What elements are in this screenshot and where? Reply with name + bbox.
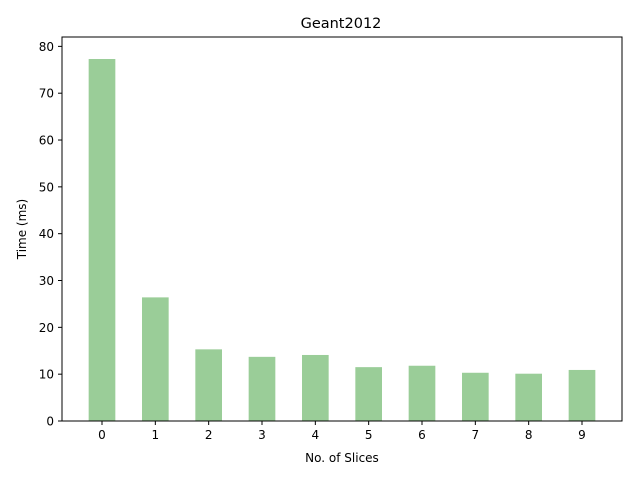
chart-title: Geant2012 — [301, 16, 382, 32]
x-axis: 0 1 2 3 4 5 6 7 8 9 — [98, 421, 586, 442]
y-tick-label-50: 50 — [39, 180, 54, 194]
bar-7 — [462, 372, 489, 421]
x-tick-label-1: 1 — [152, 428, 160, 442]
y-tick-label-80: 80 — [39, 40, 54, 54]
x-tick-label-9: 9 — [578, 428, 586, 442]
y-tick-label-40: 40 — [39, 227, 54, 241]
x-axis-label: No. of Slices — [305, 451, 379, 465]
x-tick-label-4: 4 — [312, 428, 320, 442]
y-axis: 0 10 20 30 40 50 60 70 80 — [39, 40, 62, 429]
y-tick-label-60: 60 — [39, 134, 54, 148]
x-tick-label-8: 8 — [525, 428, 533, 442]
plot-frame — [61, 36, 623, 422]
x-tick-label-7: 7 — [472, 428, 480, 442]
y-tick-label-30: 30 — [39, 274, 54, 288]
bar-3 — [248, 356, 276, 421]
x-tick-label-3: 3 — [258, 428, 266, 442]
x-tick-label-6: 6 — [418, 428, 426, 442]
bar-2 — [195, 349, 222, 421]
y-tick-label-0: 0 — [46, 415, 54, 429]
bar-9 — [568, 369, 596, 421]
bar-1 — [142, 297, 169, 421]
bar-6 — [408, 365, 436, 421]
y-tick-label-70: 70 — [39, 87, 54, 101]
x-tick-label-2: 2 — [205, 428, 213, 442]
x-tick-label-0: 0 — [98, 428, 106, 442]
bar-5 — [355, 367, 382, 421]
bar-4 — [302, 354, 329, 421]
bars — [88, 59, 596, 421]
y-axis-label: Time (ms) — [15, 199, 29, 261]
bar-8 — [515, 373, 542, 421]
x-tick-label-5: 5 — [365, 428, 373, 442]
bar-0 — [88, 59, 116, 421]
y-tick-label-20: 20 — [39, 321, 54, 335]
y-tick-label-10: 10 — [39, 368, 54, 382]
